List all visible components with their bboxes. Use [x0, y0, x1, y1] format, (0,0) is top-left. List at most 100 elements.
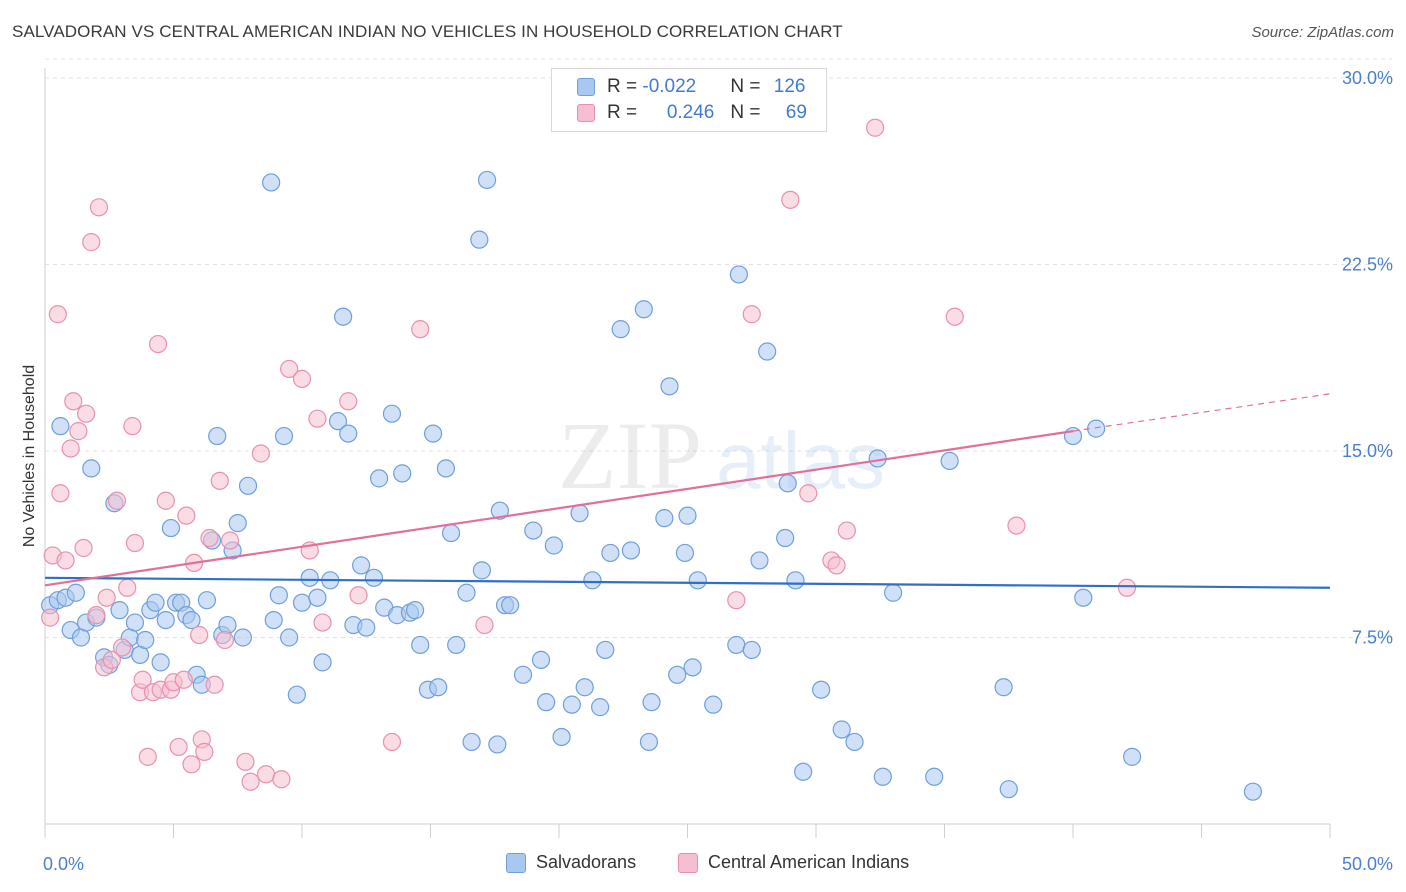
legend-n-label: N =: [730, 76, 766, 97]
data-point: [112, 638, 132, 657]
data-point: [69, 422, 88, 441]
data-point: [621, 541, 641, 560]
series-salvadorans: [41, 170, 1263, 801]
data-point: [776, 528, 795, 548]
data-point: [544, 536, 563, 555]
data-point: [334, 307, 353, 326]
legend-n-value: 69: [785, 102, 807, 123]
data-point: [925, 767, 944, 786]
data-point: [51, 484, 70, 503]
data-point: [146, 593, 165, 612]
data-point: [64, 392, 83, 411]
data-point: [56, 551, 75, 570]
data-point: [683, 658, 702, 677]
bottom-legend-central-american-indians: Central American Indians: [678, 852, 909, 873]
data-point: [110, 601, 129, 620]
trend-line-extension: [1072, 393, 1331, 432]
trend-lines: [44, 393, 1331, 589]
data-point: [1007, 516, 1026, 535]
data-point: [125, 613, 145, 632]
trend-line-salvadorans: [44, 576, 1331, 589]
data-point: [97, 588, 116, 607]
data-point: [133, 670, 152, 689]
data-point: [457, 583, 476, 602]
data-point: [436, 459, 456, 478]
data-point: [161, 518, 181, 538]
legend-r-value: 0.246: [666, 102, 715, 123]
legend-r-label: R =: [607, 102, 643, 123]
data-point: [999, 780, 1018, 799]
data-point: [866, 118, 885, 137]
data-point: [475, 615, 494, 635]
data-point: [236, 752, 255, 771]
y-tick-label: 15.0%: [1342, 441, 1393, 461]
data-point: [251, 444, 270, 463]
data-point: [339, 424, 358, 443]
data-point: [1087, 419, 1106, 438]
data-point: [241, 772, 260, 791]
data-point: [233, 628, 252, 647]
axes: [44, 68, 1331, 838]
data-point: [382, 404, 402, 423]
data-point: [262, 173, 281, 192]
data-point: [411, 635, 430, 655]
data-point: [87, 606, 106, 625]
data-point: [51, 417, 70, 436]
data-point: [48, 305, 67, 324]
data-point: [370, 469, 389, 488]
x-tick-label: 50.0%: [1342, 854, 1393, 874]
data-point: [151, 653, 170, 672]
data-point: [308, 409, 327, 428]
data-point: [583, 571, 602, 590]
data-point: [169, 737, 188, 757]
data-point: [82, 459, 101, 478]
data-point: [750, 551, 769, 570]
data-point: [156, 610, 175, 630]
legend-r-label: R =: [607, 76, 643, 97]
data-point: [349, 586, 368, 605]
data-point: [382, 732, 402, 752]
legend-n-label: N =: [730, 102, 766, 123]
data-point: [74, 538, 93, 558]
data-point: [827, 556, 846, 575]
data-point: [66, 583, 85, 602]
data-point: [1074, 588, 1093, 607]
data-point: [423, 424, 443, 443]
bottom-legend-swatch-pink: [678, 852, 698, 873]
data-point: [531, 650, 551, 669]
data-point: [339, 392, 358, 411]
data-point: [575, 678, 594, 697]
data-point: [501, 596, 520, 615]
watermark: ZIP atlas: [558, 402, 885, 509]
data-point: [596, 640, 615, 660]
data-point: [208, 426, 227, 446]
data-point: [352, 556, 371, 575]
data-point: [218, 615, 237, 635]
data-point: [272, 770, 291, 789]
data-point: [269, 586, 288, 605]
data-point: [447, 635, 466, 655]
data-point: [300, 568, 319, 587]
data-point: [668, 665, 687, 684]
data-point: [570, 504, 589, 523]
legend-row-salvadorans: R = -0.022 N = 126: [552, 74, 805, 100]
data-point: [238, 476, 258, 495]
legend-n-value: 126: [773, 76, 806, 97]
data-point: [1063, 426, 1083, 446]
data-point: [200, 528, 219, 548]
data-point: [429, 678, 448, 697]
data-point: [102, 650, 121, 669]
series-central-american-indians: [41, 118, 1137, 791]
data-point: [742, 305, 761, 324]
data-point: [758, 342, 777, 361]
data-point: [313, 613, 332, 632]
data-point: [82, 233, 101, 252]
data-point: [537, 693, 556, 712]
data-point: [1117, 578, 1137, 597]
y-tick-label: 30.0%: [1342, 68, 1393, 88]
bottom-legend-label: Salvadorans: [536, 852, 637, 872]
trend-line-central-american-indians: [44, 430, 1074, 587]
data-point: [264, 610, 283, 630]
data-point: [210, 471, 229, 490]
